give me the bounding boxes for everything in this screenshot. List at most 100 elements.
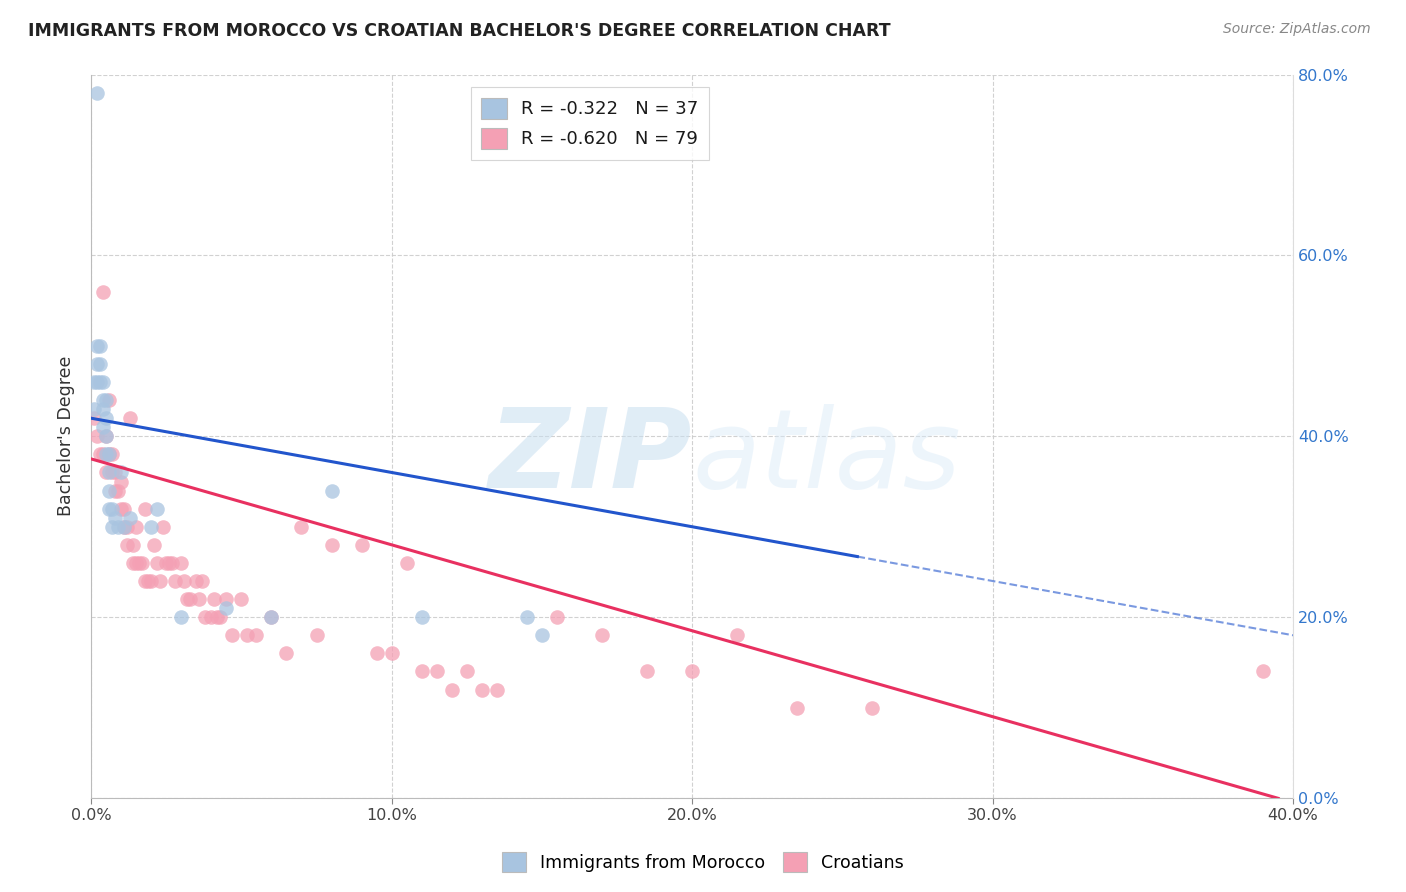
Point <box>260 610 283 624</box>
Legend: R = -0.322   N = 37, R = -0.620   N = 79: R = -0.322 N = 37, R = -0.620 N = 79 <box>471 87 709 160</box>
Point <box>170 610 193 624</box>
Point <box>725 628 748 642</box>
Point <box>86 357 108 371</box>
Point <box>162 556 184 570</box>
Point <box>104 510 127 524</box>
Y-axis label: Bachelor's Degree: Bachelor's Degree <box>58 356 75 516</box>
Point <box>91 447 114 461</box>
Point <box>170 556 193 570</box>
Point <box>305 628 328 642</box>
Point <box>350 538 373 552</box>
Point <box>86 429 108 443</box>
Point <box>112 501 135 516</box>
Point <box>89 339 111 353</box>
Point <box>136 574 159 588</box>
Point <box>86 86 108 100</box>
Point <box>202 592 225 607</box>
Point <box>207 610 229 624</box>
Point <box>411 665 433 679</box>
Point <box>546 610 568 624</box>
Point <box>321 538 343 552</box>
Point <box>98 501 121 516</box>
Point <box>104 466 127 480</box>
Point <box>101 466 124 480</box>
Point <box>485 682 508 697</box>
Point <box>141 520 163 534</box>
Point <box>173 574 195 588</box>
Point <box>681 665 703 679</box>
Point <box>110 501 132 516</box>
Text: ZIP: ZIP <box>489 404 692 511</box>
Point <box>215 592 238 607</box>
Legend: Immigrants from Morocco, Croatians: Immigrants from Morocco, Croatians <box>495 845 911 879</box>
Point <box>96 429 118 443</box>
Point <box>209 610 232 624</box>
Point <box>1251 665 1274 679</box>
Point <box>101 447 124 461</box>
Point <box>179 592 201 607</box>
Point <box>157 556 180 570</box>
Point <box>96 393 118 408</box>
Point <box>152 520 174 534</box>
Point <box>83 402 105 417</box>
Point <box>146 556 169 570</box>
Point <box>860 700 883 714</box>
Point <box>128 556 150 570</box>
Point <box>591 628 613 642</box>
Point <box>115 520 138 534</box>
Text: atlas: atlas <box>692 404 960 511</box>
Point <box>122 538 145 552</box>
Point <box>321 483 343 498</box>
Point <box>231 592 253 607</box>
Text: IMMIGRANTS FROM MOROCCO VS CROATIAN BACHELOR'S DEGREE CORRELATION CHART: IMMIGRANTS FROM MOROCCO VS CROATIAN BACH… <box>28 22 891 40</box>
Point <box>366 646 388 660</box>
Point <box>104 483 127 498</box>
Point <box>636 665 658 679</box>
Point <box>86 375 108 389</box>
Point <box>98 483 121 498</box>
Point <box>110 466 132 480</box>
Point <box>96 447 118 461</box>
Point <box>91 375 114 389</box>
Point <box>96 466 118 480</box>
Point <box>188 592 211 607</box>
Point <box>186 574 208 588</box>
Point <box>125 520 148 534</box>
Point <box>530 628 553 642</box>
Point <box>245 628 267 642</box>
Point <box>260 610 283 624</box>
Point <box>395 556 418 570</box>
Point <box>89 447 111 461</box>
Point <box>194 610 217 624</box>
Point <box>165 574 187 588</box>
Point <box>786 700 808 714</box>
Point <box>134 574 156 588</box>
Point <box>101 501 124 516</box>
Point <box>96 411 118 425</box>
Point <box>290 520 312 534</box>
Point <box>120 510 142 524</box>
Point <box>96 429 118 443</box>
Point <box>146 501 169 516</box>
Point <box>516 610 538 624</box>
Point <box>471 682 494 697</box>
Point <box>221 628 243 642</box>
Point <box>98 393 121 408</box>
Point <box>120 411 142 425</box>
Point <box>98 466 121 480</box>
Point <box>110 475 132 489</box>
Point <box>86 339 108 353</box>
Point <box>440 682 463 697</box>
Text: Source: ZipAtlas.com: Source: ZipAtlas.com <box>1223 22 1371 37</box>
Point <box>89 375 111 389</box>
Point <box>191 574 214 588</box>
Point <box>125 556 148 570</box>
Point <box>112 520 135 534</box>
Point <box>122 556 145 570</box>
Point <box>131 556 153 570</box>
Point <box>98 447 121 461</box>
Point <box>107 483 129 498</box>
Point <box>98 447 121 461</box>
Point <box>91 402 114 417</box>
Point <box>89 357 111 371</box>
